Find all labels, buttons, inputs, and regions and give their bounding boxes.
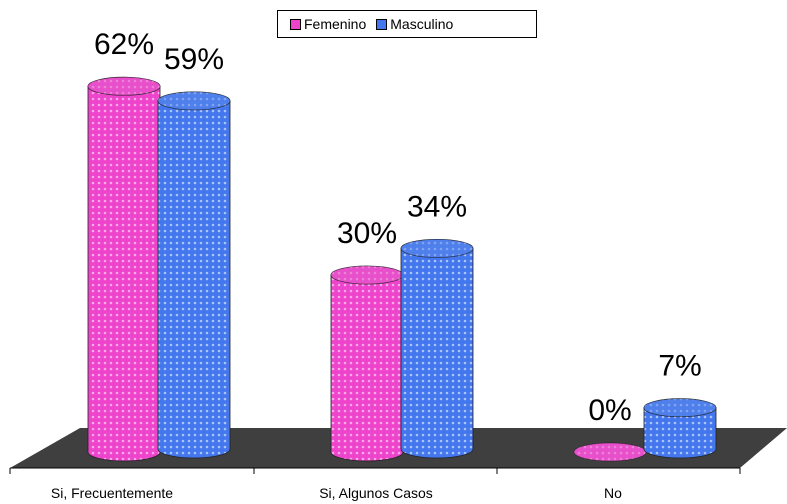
value-label-masculino-1: 34% bbox=[407, 190, 467, 223]
legend-label-masculino: Masculino bbox=[390, 16, 454, 32]
bar-femenino-0 bbox=[87, 76, 161, 462]
legend-label-femenino: Femenino bbox=[304, 16, 367, 32]
category-label-2: No bbox=[604, 485, 622, 501]
value-label-masculino-0: 59% bbox=[164, 43, 224, 76]
legend-item-femenino: Femenino bbox=[290, 16, 366, 32]
legend-swatch-femenino bbox=[290, 18, 301, 30]
legend-swatch-masculino bbox=[376, 18, 388, 30]
legend-item-masculino: Masculino bbox=[376, 16, 453, 32]
bar-masculino-0 bbox=[157, 91, 231, 459]
bar-masculino-1 bbox=[400, 238, 474, 459]
bar-masculino-2 bbox=[643, 398, 717, 459]
value-label-femenino-1: 30% bbox=[337, 217, 397, 250]
value-label-femenino-0: 62% bbox=[94, 28, 154, 61]
bar-femenino-1 bbox=[330, 265, 404, 462]
category-label-1: Si, Algunos Casos bbox=[319, 485, 433, 501]
value-label-masculino-2: 7% bbox=[658, 350, 701, 383]
category-label-0: Si, Frecuentemente bbox=[51, 485, 173, 501]
value-label-femenino-2: 0% bbox=[588, 394, 631, 427]
bar-femenino-2 bbox=[573, 442, 647, 462]
legend: Femenino Masculino bbox=[277, 10, 537, 38]
